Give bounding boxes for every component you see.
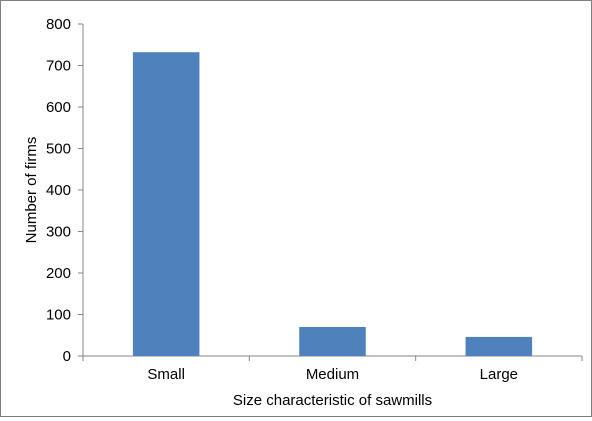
bar-medium bbox=[299, 326, 366, 356]
y-tick-label: 800 bbox=[46, 16, 71, 33]
y-tick-label: 400 bbox=[46, 182, 71, 199]
x-axis-title: Size characteristic of sawmills bbox=[233, 392, 432, 409]
bars bbox=[132, 52, 533, 356]
y-tick-label: 0 bbox=[63, 348, 71, 365]
y-tick-label: 700 bbox=[46, 58, 71, 75]
y-tick-label: 600 bbox=[46, 99, 71, 116]
x-tick-label: Large bbox=[480, 366, 518, 383]
y-axis bbox=[78, 23, 84, 357]
x-tick-label: Medium bbox=[306, 366, 359, 383]
y-tick-label: 500 bbox=[46, 141, 71, 158]
y-tick-label: 200 bbox=[46, 265, 71, 282]
bar-large bbox=[465, 336, 533, 356]
y-tick-label: 100 bbox=[46, 307, 71, 324]
y-tick-label: 300 bbox=[46, 224, 71, 241]
bar-small bbox=[132, 52, 200, 356]
x-axis bbox=[82, 355, 583, 361]
y-tick-labels: 0 100 200 300 400 500 600 700 800 bbox=[46, 16, 71, 365]
x-tick-labels: Small Medium Large bbox=[147, 366, 518, 383]
x-tick-label: Small bbox=[147, 366, 185, 383]
y-axis-title: Number of firms bbox=[23, 137, 40, 244]
